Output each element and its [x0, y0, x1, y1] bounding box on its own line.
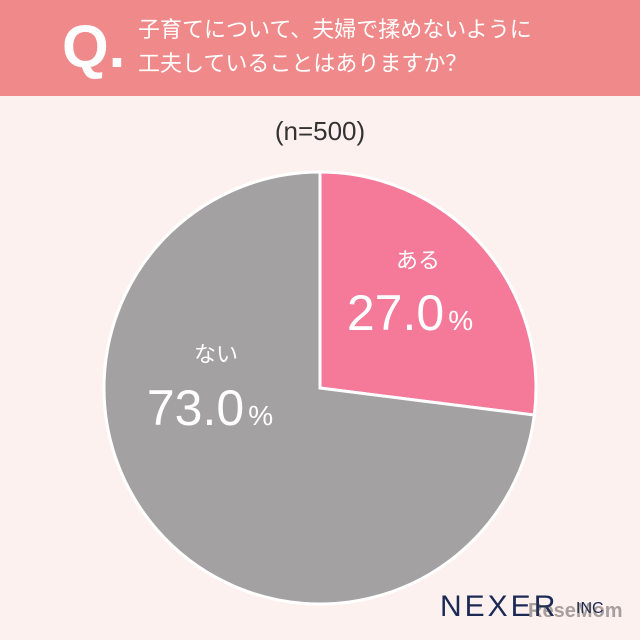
brand-logo: NEXER	[440, 590, 559, 623]
slice-label-1: ある	[396, 249, 440, 274]
question-line-1: 子育てについて、夫婦で揉めないように	[138, 18, 532, 43]
slice-value-1: 27.0%	[347, 285, 473, 341]
brand-suffix: INC	[576, 600, 604, 617]
question-line-2: 工夫していることはありますか？	[138, 52, 468, 77]
watermark: ReseMom	[528, 600, 623, 622]
q-mark: Q.	[62, 13, 126, 80]
pie-slice-1	[318, 170, 538, 417]
slice-value-2: 73.0%	[147, 380, 273, 436]
question-header: Q. 子育てについて、夫婦で揉めないように 工夫していることはありますか？	[0, 0, 640, 96]
pie-slice-2	[102, 170, 536, 606]
question-text: 子育てについて、夫婦で揉めないように 工夫していることはありますか？	[138, 14, 618, 82]
slice-label-2: ない	[194, 343, 238, 368]
sample-size: (n=500)	[274, 116, 366, 146]
